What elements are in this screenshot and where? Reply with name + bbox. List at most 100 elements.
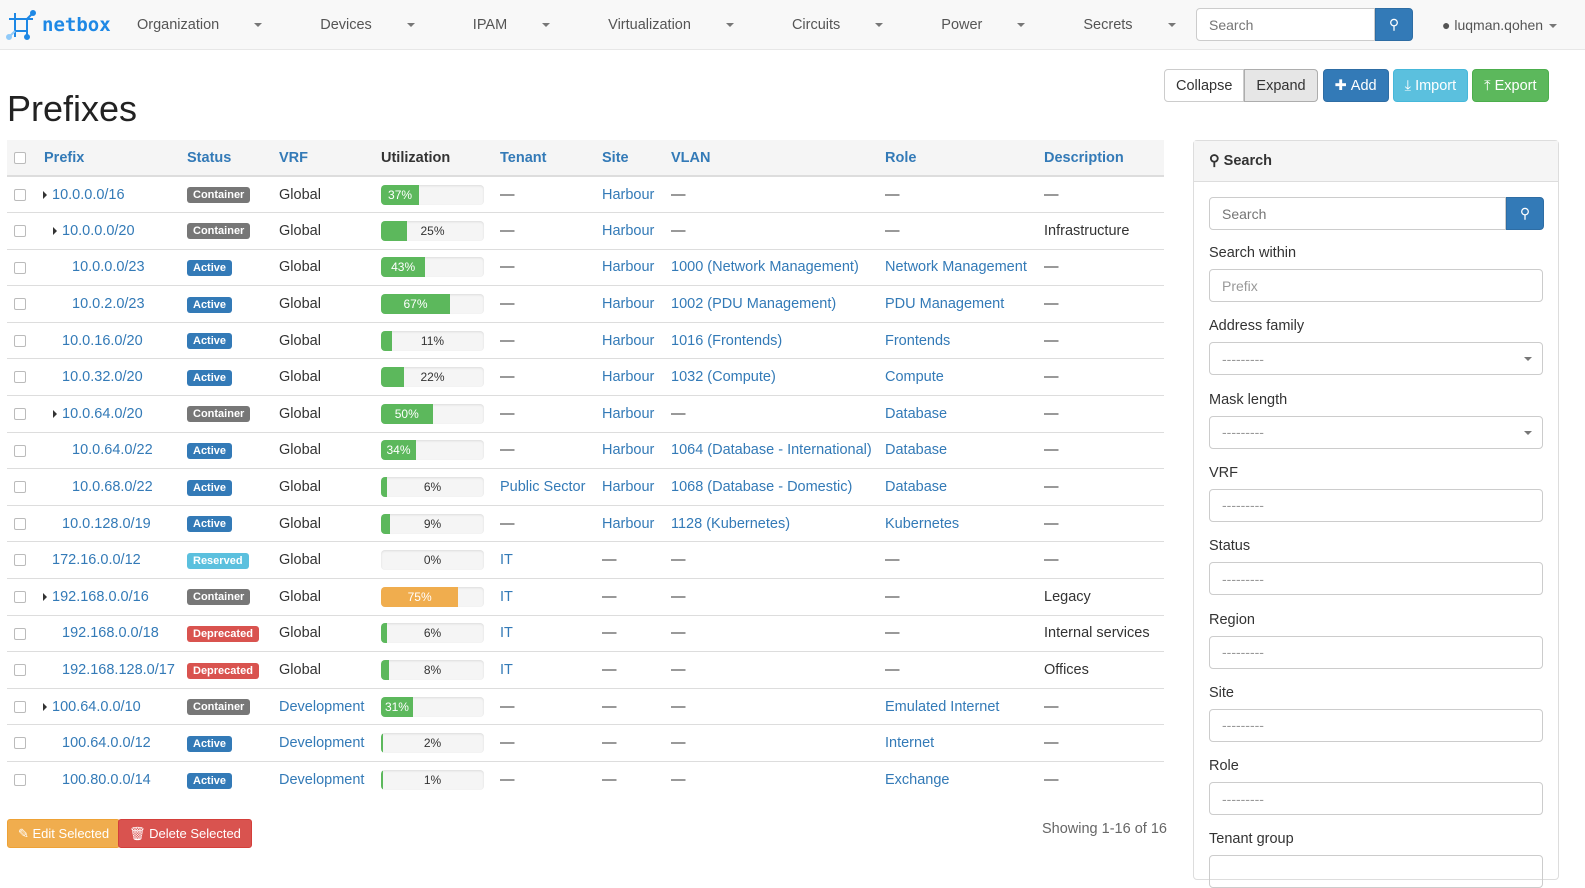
prefix-link[interactable]: 10.0.128.0/19 (62, 515, 151, 532)
row-checkbox[interactable] (14, 261, 26, 274)
import-button[interactable]: ⤓ Import (1392, 69, 1469, 102)
prefix-link[interactable]: 100.80.0.0/14 (62, 772, 151, 789)
user-menu[interactable]: ● luqman.qohen (1442, 17, 1558, 33)
column-header-status[interactable]: Status (186, 140, 278, 177)
tenant-link[interactable]: IT (500, 552, 513, 569)
role-link[interactable]: Exchange (885, 772, 950, 789)
select-all-checkbox[interactable] (14, 151, 26, 164)
sidebar-search-button[interactable]: ⚲ (1506, 197, 1544, 230)
row-checkbox[interactable] (14, 408, 26, 421)
vlan-link[interactable]: 1064 (Database - International) (671, 442, 872, 459)
row-checkbox[interactable] (14, 737, 26, 750)
column-header-site[interactable]: Site (601, 140, 670, 177)
tenant-link[interactable]: Public Sector (500, 479, 586, 496)
column-header-vlan[interactable]: VLAN (670, 140, 884, 177)
nav-menu-ipam[interactable]: IPAM (473, 17, 579, 33)
vlan-link[interactable]: 1016 (Frontends) (671, 332, 783, 349)
nav-menu-secrets[interactable]: Secrets (1083, 17, 1204, 33)
sidebar-search-input[interactable] (1209, 197, 1506, 230)
row-checkbox[interactable] (14, 444, 26, 457)
column-header-vrf[interactable]: VRF (278, 140, 380, 177)
role-link[interactable]: Database (885, 479, 948, 496)
role-link[interactable]: Emulated Internet (885, 698, 1000, 715)
site-input[interactable]: --------- (1209, 708, 1543, 742)
expand-caret-icon[interactable] (53, 410, 57, 419)
site-link[interactable]: Harbour (602, 222, 655, 239)
tenant-link[interactable]: IT (500, 625, 513, 642)
tenant-link[interactable]: IT (500, 588, 513, 605)
collapse-button[interactable]: Collapse (1164, 69, 1245, 102)
site-link[interactable]: Harbour (602, 369, 655, 386)
nav-search-button[interactable]: ⚲ (1375, 8, 1413, 41)
prefix-link[interactable]: 10.0.2.0/23 (72, 296, 145, 313)
row-checkbox[interactable] (14, 481, 26, 494)
role-link[interactable]: Network Management (885, 259, 1027, 276)
site-link[interactable]: Harbour (602, 515, 655, 532)
prefix-link[interactable]: 192.168.128.0/17 (62, 662, 175, 679)
row-checkbox[interactable] (14, 225, 26, 238)
prefix-link[interactable]: 172.16.0.0/12 (52, 552, 141, 569)
row-checkbox[interactable] (14, 334, 26, 347)
tenant-link[interactable]: IT (500, 662, 513, 679)
role-link[interactable]: Database (885, 442, 948, 459)
prefix-link[interactable]: 10.0.0.0/16 (52, 186, 125, 203)
row-checkbox[interactable] (14, 298, 26, 311)
vrf-link[interactable]: Development (279, 735, 365, 752)
row-checkbox[interactable] (14, 664, 26, 677)
edit-selected-button[interactable]: ✎ Edit Selected (7, 819, 121, 848)
site-link[interactable]: Harbour (602, 332, 655, 349)
prefix-link[interactable]: 10.0.16.0/20 (62, 332, 143, 349)
vrf-input[interactable]: --------- (1209, 488, 1543, 522)
vlan-link[interactable]: 1002 (PDU Management) (671, 296, 837, 313)
prefix-link[interactable]: 10.0.32.0/20 (62, 369, 143, 386)
prefix-link[interactable]: 10.0.64.0/20 (62, 405, 143, 422)
row-checkbox[interactable] (14, 591, 26, 603)
nav-menu-power[interactable]: Power (941, 17, 1054, 33)
site-link[interactable]: Harbour (602, 186, 655, 203)
vrf-link[interactable]: Development (279, 772, 365, 789)
prefix-link[interactable]: 10.0.68.0/22 (72, 479, 153, 496)
site-link[interactable]: Harbour (602, 405, 655, 422)
expand-caret-icon[interactable] (53, 227, 57, 236)
add-button[interactable]: ✚ Add (1322, 69, 1389, 102)
prefix-link[interactable]: 192.168.0.0/18 (62, 625, 159, 642)
vlan-link[interactable]: 1068 (Database - Domestic) (671, 479, 853, 496)
role-link[interactable]: Frontends (885, 332, 951, 349)
nav-menu-devices[interactable]: Devices (320, 17, 444, 33)
expand-button[interactable]: Expand (1244, 69, 1318, 102)
vlan-link[interactable]: 1000 (Network Management) (671, 259, 859, 276)
expand-caret-icon[interactable] (43, 190, 47, 199)
row-checkbox[interactable] (14, 554, 26, 567)
column-header-role[interactable]: Role (884, 140, 1043, 177)
prefix-link[interactable]: 100.64.0.0/10 (52, 698, 141, 715)
expand-caret-icon[interactable] (43, 593, 47, 601)
nav-menu-organization[interactable]: Organization (137, 17, 291, 33)
prefix-link[interactable]: 10.0.0.0/20 (62, 222, 135, 239)
address-family-select[interactable]: --------- (1209, 342, 1543, 376)
role-link[interactable]: Internet (885, 735, 935, 752)
site-link[interactable]: Harbour (602, 442, 655, 459)
nav-search-input[interactable] (1196, 8, 1375, 41)
row-checkbox[interactable] (14, 371, 26, 384)
nav-menu-circuits[interactable]: Circuits (792, 17, 912, 33)
nav-menu-virtualization[interactable]: Virtualization (608, 17, 763, 33)
row-checkbox[interactable] (14, 627, 26, 640)
site-link[interactable]: Harbour (602, 296, 655, 313)
brand-logo[interactable]: netbox (6, 10, 111, 40)
role-link[interactable]: Compute (885, 369, 944, 386)
prefix-link[interactable]: 10.0.0.0/23 (72, 259, 145, 276)
prefix-link[interactable]: 10.0.64.0/22 (72, 442, 153, 459)
mask-length-select[interactable]: --------- (1209, 415, 1543, 449)
status-input[interactable]: --------- (1209, 562, 1543, 596)
site-link[interactable]: Harbour (602, 479, 655, 496)
role-link[interactable]: PDU Management (885, 296, 1005, 313)
column-header-prefix[interactable]: Prefix (43, 140, 186, 177)
role-link[interactable]: Kubernetes (885, 515, 960, 532)
vrf-link[interactable]: Development (279, 698, 365, 715)
expand-caret-icon[interactable] (43, 702, 47, 711)
row-checkbox[interactable] (14, 774, 26, 787)
region-input[interactable]: --------- (1209, 635, 1543, 669)
role-input[interactable]: --------- (1209, 782, 1543, 816)
vlan-link[interactable]: 1032 (Compute) (671, 369, 776, 386)
prefix-link[interactable]: 192.168.0.0/16 (52, 588, 149, 605)
